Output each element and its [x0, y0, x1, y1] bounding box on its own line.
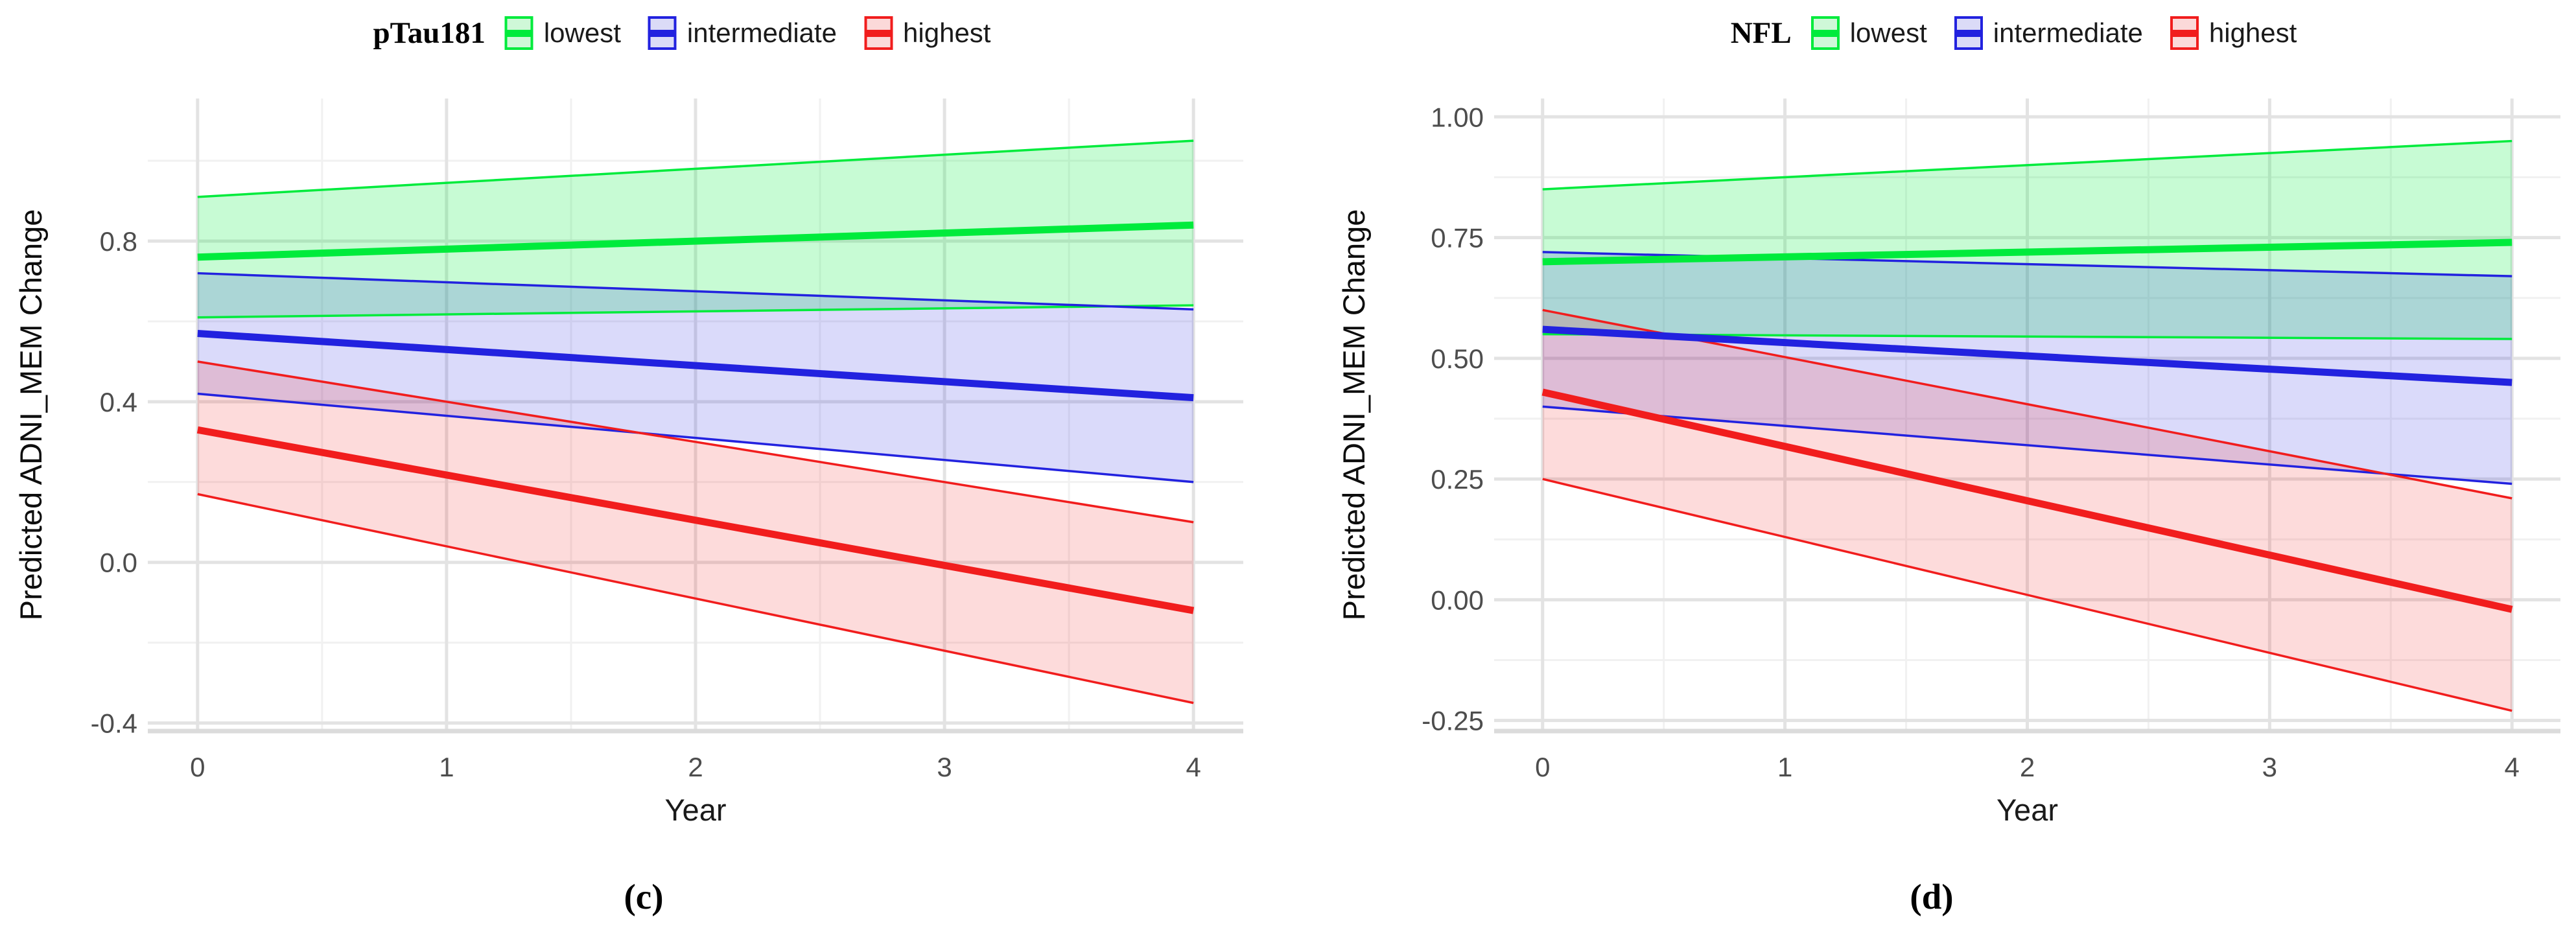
y-tick-label: 0.4	[100, 387, 137, 417]
fit-line-lowest	[197, 221, 1194, 261]
legend-key-intermediate	[648, 16, 677, 50]
ribbon-upper-edge-lowest	[1542, 139, 2512, 191]
ribbon-highest	[197, 361, 1194, 703]
y-tick-label: 0.00	[1431, 585, 1484, 615]
legend-label-highest: highest	[903, 17, 991, 48]
fit-line-lowest	[1542, 239, 2512, 266]
fit-line-intermediate	[197, 330, 1194, 402]
ribbon-lower-edge-highest	[1542, 478, 2512, 712]
legend-title: NFL	[1730, 16, 1792, 50]
legend-label-lowest: lowest	[543, 17, 621, 48]
x-axis-title: Year	[1996, 793, 2058, 827]
fit-line-highest	[196, 426, 1195, 614]
legend-label-lowest: lowest	[1849, 17, 1927, 48]
legend-key-line-highest	[867, 29, 891, 37]
legend-d: NFL lowest intermediate highest	[1383, 10, 2576, 56]
y-tick-label: -0.25	[1422, 706, 1484, 736]
fit-line-intermediate	[1542, 325, 2512, 386]
x-tick-label: 1	[439, 752, 454, 782]
ribbon-upper-edge-lowest	[197, 139, 1194, 198]
fit-line-highest	[1541, 388, 2513, 613]
legend-key-line-intermediate	[1956, 29, 1980, 37]
legend-c: pTau181 lowest intermediate highest	[52, 10, 1340, 56]
chart-c-canvas: -0.4 0.0 0.4 0.8 0 1 2 3 4	[91, 99, 1243, 782]
legend-key-line-lowest	[507, 29, 531, 37]
y-tick-label: -0.4	[91, 708, 137, 739]
x-tick-label: 4	[1186, 752, 1201, 782]
panel-caption: (c)	[624, 877, 664, 916]
ribbon-lowest	[1542, 141, 2512, 340]
x-tick-label: 3	[937, 752, 952, 782]
legend-key-highest	[2170, 16, 2199, 50]
x-tick-label: 0	[1535, 752, 1550, 782]
legend-title: pTau181	[373, 16, 486, 50]
y-axis-title: Predicted ADNI_MEM Change	[14, 209, 48, 621]
panel-d: NFL lowest intermediate highest -0.25 0.00 0…	[1288, 0, 2576, 943]
ribbon-upper-edge-highest	[197, 360, 1194, 524]
y-tick-label: 0.50	[1431, 343, 1484, 374]
legend-key-lowest	[504, 16, 533, 50]
y-tick-label: 0.75	[1431, 223, 1484, 253]
ribbon-intermediate	[197, 273, 1194, 482]
legend-key-lowest	[1810, 16, 1840, 50]
legend-label-intermediate: intermediate	[686, 17, 837, 48]
ribbon-lower-edge-highest	[197, 493, 1194, 704]
x-tick-label: 1	[1777, 752, 1792, 782]
y-tick-label: 0.8	[100, 226, 137, 257]
legend-key-highest	[864, 16, 893, 50]
x-tick-label: 3	[2262, 752, 2277, 782]
legend-label-intermediate: intermediate	[1993, 17, 2143, 48]
ribbon-lower-edge-lowest	[197, 304, 1194, 319]
legend-key-intermediate	[1954, 16, 1983, 50]
legend-key-line-lowest	[1813, 29, 1837, 37]
x-tick-label: 4	[2505, 752, 2520, 782]
chart-d-canvas: -0.25 0.00 0.25 0.50 0.75 1.00 0 1 2 3 4	[1422, 99, 2560, 782]
panel-caption: (d)	[1910, 877, 1954, 916]
legend-key-line-highest	[2172, 29, 2196, 37]
panel-c: pTau181 lowest intermediate highest -0.4 0.…	[14, 16, 1243, 916]
ribbon-highest	[1542, 310, 2512, 711]
ribbon-lower-edge-intermediate	[1542, 405, 2512, 485]
x-tick-label: 2	[688, 752, 703, 782]
y-tick-label: 1.00	[1431, 102, 1484, 132]
legend-key-line-intermediate	[650, 29, 674, 37]
ribbon-lower-edge-intermediate	[197, 392, 1194, 483]
y-tick-label: 0.0	[100, 548, 137, 578]
x-tick-label: 0	[190, 752, 205, 782]
y-axis-title: Predicted ADNI_MEM Change	[1337, 209, 1371, 621]
legend-label-highest: highest	[2208, 17, 2297, 48]
x-axis-title: Year	[664, 793, 727, 827]
y-tick-label: 0.25	[1431, 464, 1484, 495]
ribbon-upper-edge-intermediate	[197, 272, 1194, 311]
x-tick-label: 2	[2020, 752, 2035, 782]
ribbon-lowest	[197, 141, 1194, 318]
